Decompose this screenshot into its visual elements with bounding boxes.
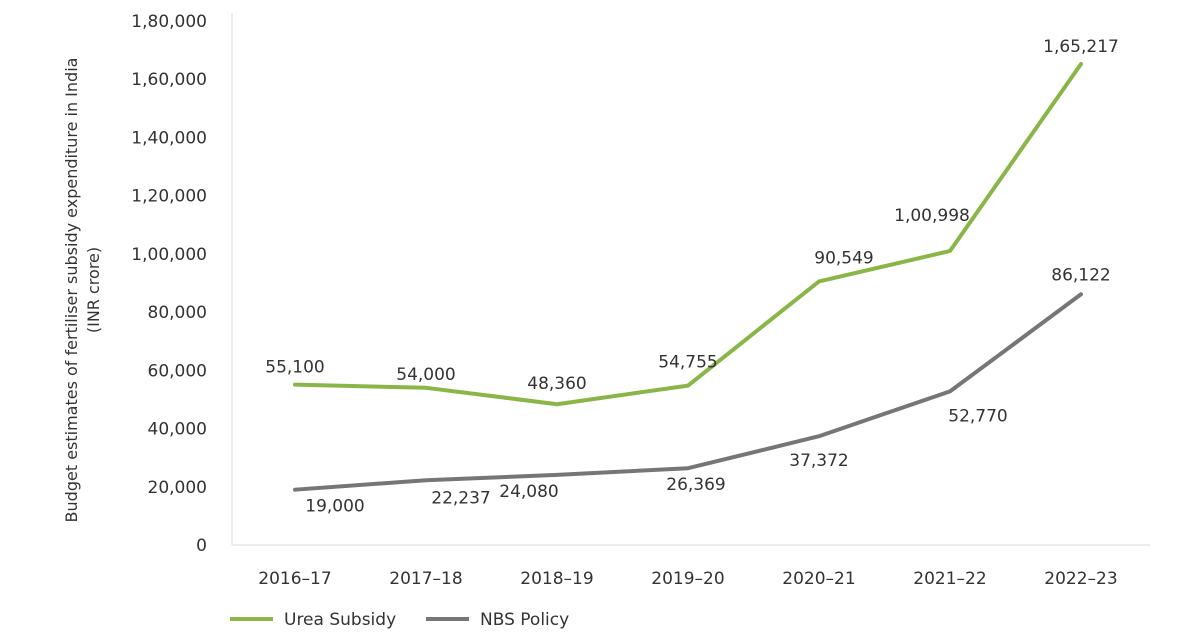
y-tick-label: 1,20,000 xyxy=(131,187,207,207)
data-label: 1,00,998 xyxy=(894,206,970,226)
x-axis: 2016–17 2017–18 2018–19 2019–20 2020–21 2021–… xyxy=(232,544,1150,589)
x-tick-label: 2017–18 xyxy=(389,569,462,589)
data-label: 26,369 xyxy=(666,475,725,495)
legend-label: NBS Policy xyxy=(480,610,569,630)
data-label: 1,65,217 xyxy=(1043,37,1119,57)
legend-label: Urea Subsidy xyxy=(284,610,396,630)
y-axis-title-line-2: (INR crore) xyxy=(84,247,103,333)
x-tick-label: 2019–20 xyxy=(651,569,724,589)
x-tick-label: 2020–21 xyxy=(782,569,855,589)
series-line-urea-subsidy xyxy=(293,62,1083,407)
y-tick-label: 60,000 xyxy=(148,361,207,381)
y-tick-label: 1,40,000 xyxy=(131,128,207,148)
y-tick-label: 1,80,000 xyxy=(131,12,207,32)
data-label: 37,372 xyxy=(789,451,848,471)
data-label: 54,755 xyxy=(658,353,717,373)
data-label: 52,770 xyxy=(948,406,1007,426)
data-label: 55,100 xyxy=(265,358,324,378)
y-axis-title: Budget estimates of fertiliser subsidy e… xyxy=(62,58,103,523)
y-tick-label: 40,000 xyxy=(148,420,207,440)
data-labels: 55,100 54,000 48,360 54,755 90,549 1,00,998 1,… xyxy=(265,37,1119,517)
y-tick-label: 20,000 xyxy=(148,478,207,498)
y-tick-label: 80,000 xyxy=(148,303,207,323)
x-tick-label: 2022–23 xyxy=(1044,569,1117,589)
series-line-nbs-policy xyxy=(293,292,1083,492)
legend: Urea Subsidy NBS Policy xyxy=(230,610,569,630)
data-label: 54,000 xyxy=(396,365,455,385)
y-tick-label: 1,60,000 xyxy=(131,70,207,90)
data-label: 86,122 xyxy=(1051,265,1110,285)
series-lines xyxy=(293,62,1083,492)
x-tick-label: 2016–17 xyxy=(258,569,331,589)
data-label: 48,360 xyxy=(527,374,586,394)
data-label: 19,000 xyxy=(305,497,364,517)
y-tick-label: 1,00,000 xyxy=(131,245,207,265)
data-label: 24,080 xyxy=(499,482,558,502)
y-tick-label: 0 xyxy=(196,536,207,556)
y-axis-title-line-1: Budget estimates of fertiliser subsidy e… xyxy=(62,58,81,523)
data-label: 90,549 xyxy=(814,248,873,268)
data-label: 22,237 xyxy=(431,488,490,508)
x-tick-label: 2021–22 xyxy=(913,569,986,589)
y-axis: 0 20,000 40,000 60,000 80,000 1,00,000 1,20,00… xyxy=(131,12,233,556)
x-tick-label: 2018–19 xyxy=(520,569,593,589)
